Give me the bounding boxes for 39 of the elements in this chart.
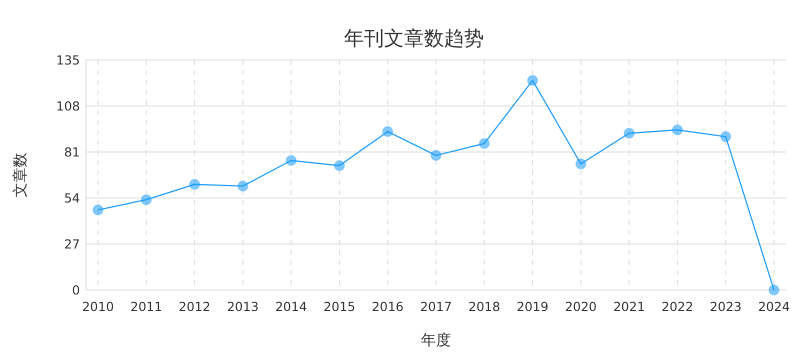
x-tick-label: 2019 [516,299,549,314]
x-tick-label: 2024 [758,299,790,314]
y-axis-title: 文章数 [11,152,29,198]
x-tick-label: 2021 [613,299,646,314]
point [720,131,732,142]
y-tick-label: 0 [72,282,80,298]
point [189,178,200,190]
point [527,74,538,86]
x-tick-label: 2014 [275,299,308,314]
x-tick-label: 2011 [130,299,162,314]
point [140,194,152,206]
point [478,138,490,149]
y-tick-label: 54 [64,190,80,206]
x-tick-label: 2017 [420,299,452,314]
y-tick-label: 27 [64,236,80,252]
y-tick-label: 108 [56,98,80,114]
x-tick-label: 2015 [324,299,356,314]
x-tick-label: 2020 [564,299,597,314]
x-tick-label: 2023 [710,299,742,314]
y-tick-label: 81 [64,144,80,160]
point [430,150,442,161]
point [575,158,586,170]
x-tick-label: 2018 [468,299,500,314]
point [624,128,635,139]
x-tick-label: 2013 [226,299,259,314]
x-tick-label: 2010 [82,299,114,314]
x-axis-title: 年度 [421,331,451,349]
x-tick-label: 2022 [662,299,694,314]
point [382,126,394,138]
point [768,284,780,296]
x-tick-label: 2016 [372,299,404,314]
x-tick-label: 2012 [178,299,210,314]
point [334,160,345,172]
chart-title: 年刊文章数趋势 [344,26,484,50]
point [237,180,248,192]
point [92,204,104,216]
point [672,124,683,136]
y-tick-label: 135 [56,52,80,68]
point [286,155,297,166]
